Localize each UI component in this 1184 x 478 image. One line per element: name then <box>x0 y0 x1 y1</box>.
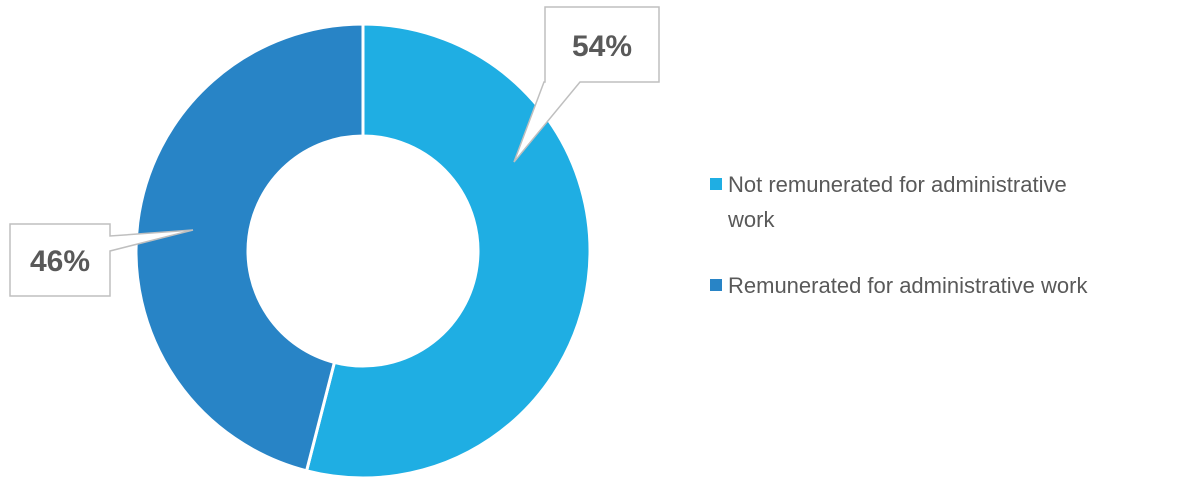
svg-text:Remunerated for administrative: Remunerated for administrative work <box>728 273 1088 298</box>
callout-slice-1: 46% <box>9 223 194 297</box>
legend-label-0-line-0: Not remunerated for administrative <box>728 172 1067 197</box>
donut-slice-1 <box>134 22 365 473</box>
donut-slices <box>134 22 592 478</box>
legend-item-1: Remunerated for administrative work <box>710 273 1088 298</box>
legend-swatch-0 <box>710 178 722 190</box>
callout-box-slice-0 <box>513 6 660 163</box>
data-label-slice-0: 54% <box>572 30 632 63</box>
callout-slice-0: 54% <box>513 6 660 163</box>
callout-box-slice-1 <box>9 223 194 297</box>
donut-slice-0 <box>304 22 592 478</box>
legend: Not remunerated for administrative work … <box>710 172 1088 298</box>
svg-text:Not remunerated for administra: Not remunerated for administrative work <box>727 172 1073 232</box>
legend-label-0-line-1: work <box>727 207 775 232</box>
legend-item-0: Not remunerated for administrative work <box>710 172 1073 232</box>
legend-swatch-1 <box>710 279 722 291</box>
data-label-slice-1: 46% <box>30 245 90 278</box>
legend-label-1-line-0: Remunerated for administrative work <box>728 273 1088 298</box>
